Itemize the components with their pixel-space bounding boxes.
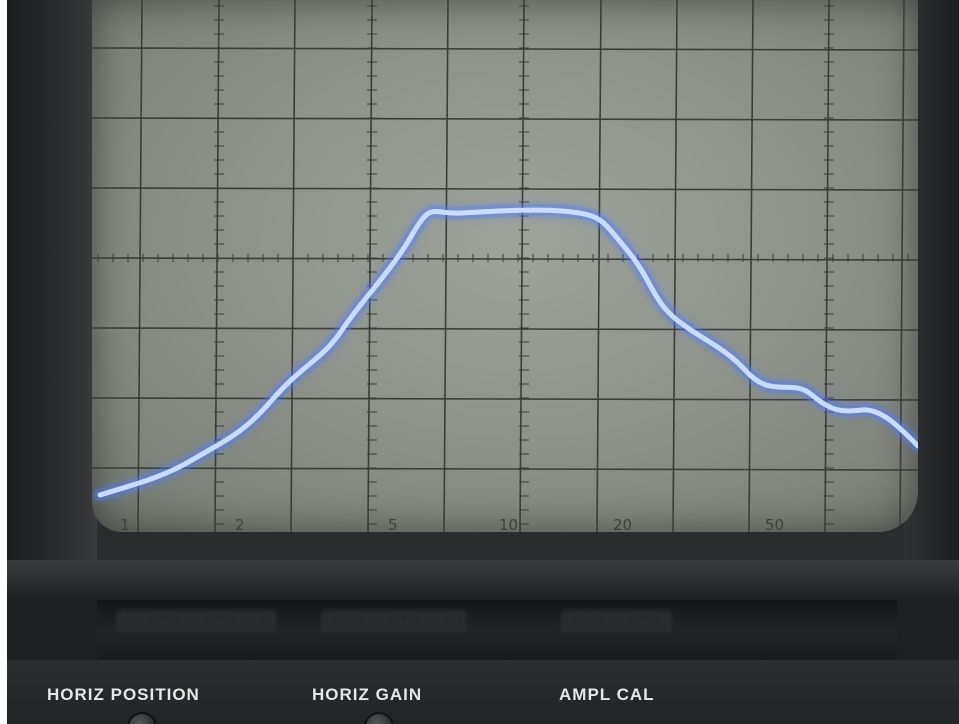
graticule-ticks [97, 5, 909, 525]
graticule-vertical-line [748, 0, 754, 532]
scale-label-50: 50 [765, 516, 784, 532]
bezel-left-edge [7, 0, 97, 560]
graticule-vertical-line [596, 0, 602, 532]
graticule-lines [92, 0, 918, 532]
blurred-label [117, 610, 277, 632]
blurred-label [562, 610, 672, 632]
bezel-ledge [7, 560, 959, 600]
graticule-vertical-line [824, 0, 830, 532]
graticule-vertical-line [899, 0, 905, 532]
scale-label-2: 2 [235, 516, 245, 532]
graticule-horizontal-line [92, 117, 918, 121]
graticule-horizontal-line [92, 187, 918, 191]
horiz-gain-label: HORIZ GAIN [312, 685, 423, 704]
graticule-vertical-line [519, 0, 525, 532]
ampl-cal-label: AMPL CAL [559, 685, 655, 704]
control-panel [7, 660, 959, 724]
waveform-trace-glow [94, 204, 918, 501]
crt-screen: 1 2 5 10 20 50 [92, 0, 918, 532]
frequency-scale: 1 2 5 10 20 50 [120, 516, 784, 532]
graticule-vertical-line [367, 0, 373, 532]
scale-label-10: 10 [499, 516, 518, 532]
waveform-trace [97, 207, 918, 498]
scale-label-5: 5 [388, 516, 398, 532]
graticule-vertical-line [137, 0, 143, 532]
horiz-position-label: HORIZ POSITION [47, 685, 200, 704]
graticule-horizontal-line [92, 397, 918, 401]
graticule-vertical-line [290, 0, 296, 532]
oscilloscope-photo: 1 2 5 10 20 50 HORIZ POSITION HORIZ GAIN… [7, 0, 959, 724]
graticule-horizontal-line [92, 47, 918, 51]
graticule-horizontal-line [92, 327, 918, 331]
graticule-vertical-line [443, 0, 449, 532]
blurred-label-strip [97, 600, 897, 660]
graticule-horizontal-line [92, 257, 918, 261]
blurred-label [322, 610, 467, 632]
graticule-vertical-line [672, 0, 678, 532]
graticule-horizontal-line [92, 467, 918, 471]
scale-label-20: 20 [613, 516, 632, 532]
graticule: 1 2 5 10 20 50 [92, 0, 918, 532]
scale-label-1: 1 [120, 516, 130, 532]
